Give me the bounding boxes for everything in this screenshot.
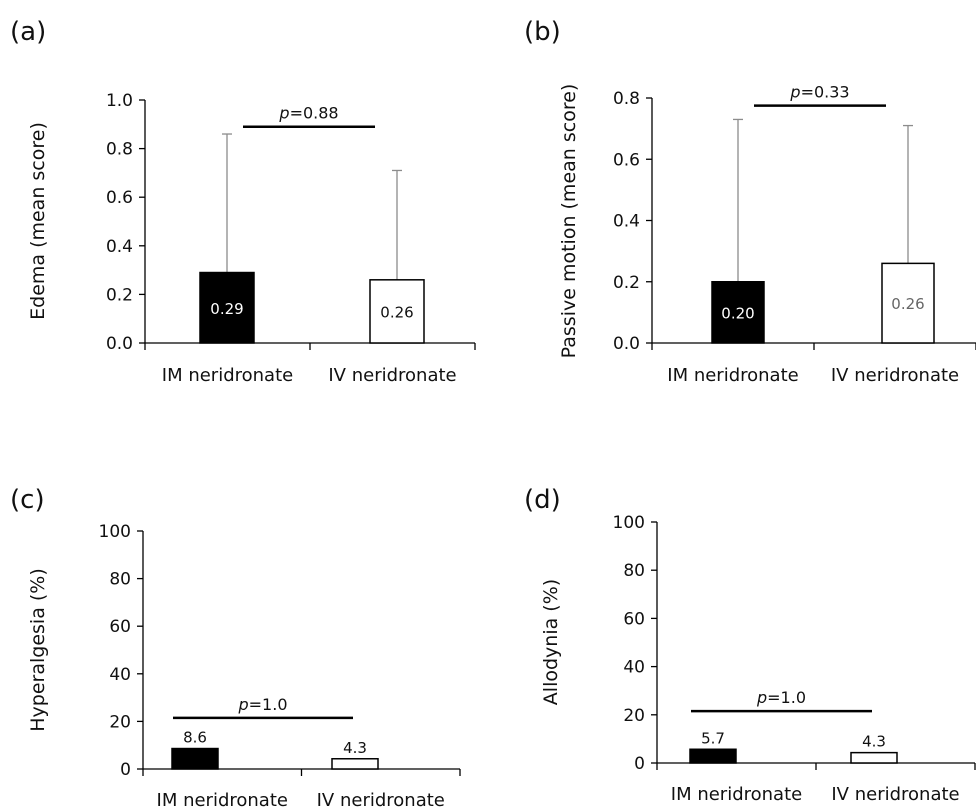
bar-im <box>689 748 737 764</box>
p-value: =1.0 <box>767 688 806 707</box>
panel-label: (b) <box>524 17 561 47</box>
y-tick-label: 0.4 <box>613 212 640 232</box>
panel-label: (c) <box>10 485 45 515</box>
panel-label: (a) <box>10 17 46 47</box>
p-value: =1.0 <box>249 695 288 714</box>
data-label: 0.20 <box>721 304 754 322</box>
p-value-label: p=0.88 <box>278 104 338 123</box>
chart-panel-d: (d) Allodynia (%) 0 20 40 60 80 100 5.7 IM neridr… <box>524 485 976 805</box>
bar-iv <box>331 758 379 770</box>
category-label: IM neridronate <box>162 365 293 386</box>
y-tick-label: 40 <box>109 665 131 685</box>
y-tick-label: 0 <box>120 760 131 780</box>
p-symbol: p <box>756 688 767 707</box>
p-symbol: p <box>237 695 248 714</box>
y-axis-title: Passive motion (mean score) <box>558 84 580 359</box>
chart-panel-a: (a) Edema (mean score) 0.0 0.2 0.4 0.6 0.8 1.0 0… <box>10 17 476 386</box>
y-tick-label: 0 <box>634 754 645 774</box>
category-label: IM neridronate <box>671 784 802 805</box>
p-value: =0.33 <box>801 83 850 102</box>
bar-im <box>711 281 765 344</box>
y-tick-label: 100 <box>613 513 645 533</box>
y-tick-label: 20 <box>109 712 131 732</box>
y-axis-title: Edema (mean score) <box>27 122 49 320</box>
y-tick-label: 80 <box>109 570 131 590</box>
bar-im <box>171 747 219 770</box>
y-axis-title: Allodynia (%) <box>540 579 562 705</box>
bar-iv <box>881 262 935 344</box>
category-label: IV neridronate <box>831 365 959 386</box>
y-tick-label: 0.2 <box>613 273 640 293</box>
y-tick-label: 1.0 <box>106 91 133 111</box>
data-label: 4.3 <box>862 733 886 751</box>
y-axis-title: Hyperalgesia (%) <box>27 568 49 732</box>
y-tick-label: 0.4 <box>106 237 133 257</box>
category-label: IM neridronate <box>157 790 288 809</box>
y-tick-label: 0.0 <box>613 334 640 354</box>
category-label: IV neridronate <box>831 784 959 805</box>
p-value: =0.88 <box>290 104 339 123</box>
category-label: IM neridronate <box>667 365 798 386</box>
y-tick-label: 100 <box>99 522 131 542</box>
y-tick-label: 80 <box>623 561 645 581</box>
y-tick-label: 20 <box>623 706 645 726</box>
y-tick-label: 60 <box>623 609 645 629</box>
data-label: 0.29 <box>210 300 243 318</box>
p-symbol: p <box>789 83 800 102</box>
p-value-label: p=0.33 <box>789 83 849 102</box>
category-label: IV neridronate <box>317 790 445 809</box>
bar-im <box>199 271 255 344</box>
y-tick-label: 0.6 <box>106 188 133 208</box>
category-label: IV neridronate <box>328 365 456 386</box>
data-label: 0.26 <box>891 295 924 313</box>
p-value-label: p=1.0 <box>756 688 806 707</box>
data-label: 4.3 <box>343 739 367 757</box>
y-tick-label: 0.2 <box>106 285 133 305</box>
y-tick-label: 40 <box>623 658 645 678</box>
bar-iv <box>369 279 425 344</box>
y-tick-label: 0.6 <box>613 150 640 170</box>
chart-panel-b: (b) Passive motion (mean score) 0.0 0.2 0.4 0… <box>524 17 976 386</box>
bar-iv <box>850 751 898 764</box>
data-label: 8.6 <box>183 729 207 747</box>
p-value-label: p=1.0 <box>237 695 287 714</box>
chart-panel-c: (c) Hyperalgesia (%) 0 20 40 60 80 100 8.6 IM ner… <box>10 485 461 809</box>
data-label: 0.26 <box>380 303 413 321</box>
panel-label: (d) <box>524 485 561 515</box>
y-tick-label: 0.8 <box>613 89 640 109</box>
y-tick-label: 0.0 <box>106 334 133 354</box>
y-tick-label: 0.8 <box>106 140 133 160</box>
data-label: 5.7 <box>701 729 725 747</box>
p-symbol: p <box>278 104 289 123</box>
y-tick-label: 60 <box>109 617 131 637</box>
